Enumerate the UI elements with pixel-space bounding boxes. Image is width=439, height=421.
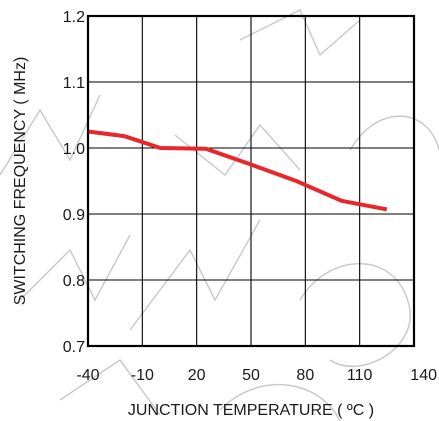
watermark-stroke xyxy=(59,359,161,416)
y-tick-label: 1.0 xyxy=(63,141,85,158)
x-tick-label: 80 xyxy=(296,367,314,384)
watermark-stroke xyxy=(129,219,261,331)
plot-frame xyxy=(86,14,416,348)
y-axis-label: SWITCHING FREQUENCY ( MHz) xyxy=(12,57,29,306)
watermark xyxy=(0,9,439,421)
x-tick-labels: -40 -10 20 50 80 110 140 xyxy=(76,367,437,384)
x-tick-label: 140 xyxy=(410,367,437,384)
series-line xyxy=(87,129,388,212)
watermark-stroke xyxy=(219,384,341,421)
watermark-stroke xyxy=(299,263,411,367)
y-tick-label: 0.8 xyxy=(63,273,85,290)
watermark-stroke xyxy=(0,94,101,176)
x-tick-label: -40 xyxy=(76,367,99,384)
grid xyxy=(87,15,415,347)
x-tick-label: 110 xyxy=(347,367,373,384)
x-tick-label: -10 xyxy=(131,367,154,384)
y-tick-labels: 0.7 0.8 0.9 1.0 1.1 1.2 xyxy=(63,9,85,356)
series-layer xyxy=(87,129,388,212)
y-tick-label: 1.1 xyxy=(63,75,85,92)
y-tick-label: 1.2 xyxy=(63,9,85,26)
watermark-stroke xyxy=(349,115,439,151)
x-axis-label: JUNCTION TEMPERATURE ( ºC ) xyxy=(128,402,374,419)
y-tick-label: 0.9 xyxy=(63,207,85,224)
x-tick-label: 20 xyxy=(188,367,206,384)
watermark-stroke xyxy=(239,9,361,57)
watermark-stroke xyxy=(19,234,131,302)
y-tick-label: 0.7 xyxy=(63,339,85,356)
x-tick-label: 50 xyxy=(242,367,260,384)
